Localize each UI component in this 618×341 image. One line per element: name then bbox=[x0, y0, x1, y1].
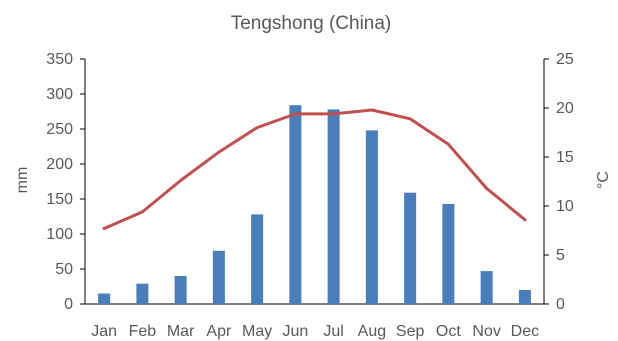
temperature-point bbox=[140, 210, 144, 214]
x-tick-label: Feb bbox=[129, 323, 157, 340]
temperature-point bbox=[408, 117, 412, 121]
precipitation-bar bbox=[174, 276, 187, 304]
precipitation-bars bbox=[98, 105, 531, 305]
temperature-point bbox=[217, 150, 221, 154]
y-right-tick-label: 10 bbox=[556, 198, 574, 215]
x-tick-label: Sep bbox=[396, 323, 425, 340]
y-left-tick-label: 150 bbox=[46, 191, 73, 208]
x-tick-label: Jan bbox=[91, 323, 117, 340]
y-left-tick-label: 350 bbox=[46, 51, 73, 68]
precipitation-bar bbox=[289, 105, 302, 304]
x-tick-label: Apr bbox=[206, 323, 232, 340]
temperature-point bbox=[485, 186, 489, 190]
temperature-line-layer bbox=[102, 108, 527, 231]
temperature-point bbox=[370, 108, 374, 112]
y-right-tick-label: 25 bbox=[556, 51, 574, 68]
temperature-point bbox=[332, 112, 336, 116]
y-right-tick-label: 0 bbox=[556, 296, 565, 313]
x-tick-label: Jun bbox=[282, 323, 308, 340]
y-left-tick-label: 250 bbox=[46, 121, 73, 138]
x-tick-label: Jul bbox=[323, 323, 343, 340]
y-axis-right-title: °C bbox=[595, 171, 612, 189]
temperature-point bbox=[293, 112, 297, 116]
precipitation-bar bbox=[136, 283, 149, 304]
precipitation-bar bbox=[442, 203, 455, 304]
precipitation-bar bbox=[251, 214, 264, 304]
precipitation-bar bbox=[518, 290, 531, 304]
precipitation-bar bbox=[480, 271, 493, 304]
y-right-tick-label: 20 bbox=[556, 100, 574, 117]
x-axis-ticks: Jan Feb Mar Apr May Jun Jul Aug Sep Oct Nov Dec bbox=[91, 323, 539, 340]
y-left-tick-label: 100 bbox=[46, 226, 73, 243]
precipitation-bar bbox=[98, 293, 111, 304]
precipitation-bar bbox=[212, 250, 225, 304]
precipitation-bar bbox=[327, 109, 340, 305]
temperature-point bbox=[102, 227, 106, 231]
temperature-point bbox=[446, 142, 450, 146]
precipitation-bar bbox=[404, 192, 417, 304]
temperature-point bbox=[255, 126, 259, 130]
y-axis-right-ticks: 0 5 10 15 20 25 bbox=[544, 51, 574, 313]
y-right-tick-label: 5 bbox=[556, 247, 565, 264]
x-tick-label: Nov bbox=[472, 323, 500, 340]
y-left-tick-label: 300 bbox=[46, 86, 73, 103]
x-tick-label: May bbox=[242, 323, 272, 340]
x-tick-label: Aug bbox=[358, 323, 386, 340]
x-tick-label: Dec bbox=[511, 323, 539, 340]
x-tick-label: Oct bbox=[436, 323, 461, 340]
temperature-line bbox=[102, 108, 527, 230]
chart-title: Tengshong (China) bbox=[231, 13, 392, 34]
y-right-tick-label: 15 bbox=[556, 149, 574, 166]
x-tick-label: Mar bbox=[167, 323, 195, 340]
y-axis-left-title: mm bbox=[14, 167, 31, 194]
precipitation-bar bbox=[365, 130, 378, 304]
y-axis-left-ticks: 0 50 100 150 200 250 300 350 bbox=[46, 51, 85, 313]
temperature-point bbox=[179, 179, 183, 183]
temperature-point bbox=[523, 218, 527, 222]
y-left-tick-label: 0 bbox=[64, 296, 73, 313]
y-left-tick-label: 50 bbox=[55, 261, 73, 278]
y-left-tick-label: 200 bbox=[46, 156, 73, 173]
